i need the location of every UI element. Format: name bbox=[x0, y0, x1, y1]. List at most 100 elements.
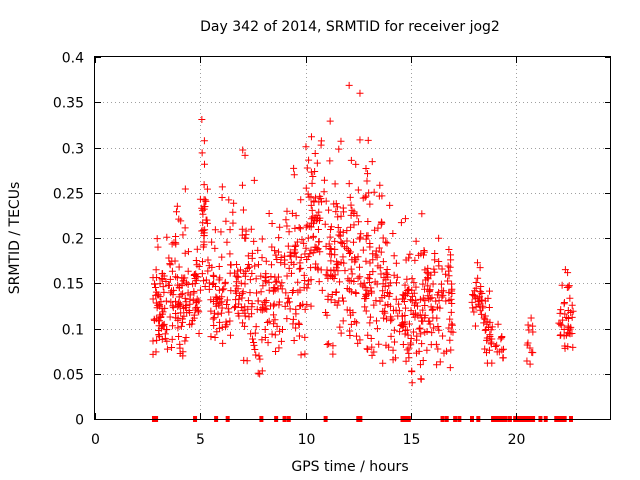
data-point bbox=[327, 250, 335, 258]
data-point bbox=[196, 286, 204, 294]
data-point bbox=[442, 297, 450, 305]
data-point bbox=[473, 259, 481, 267]
data-point bbox=[184, 248, 192, 256]
data-point bbox=[351, 317, 359, 325]
data-point bbox=[202, 216, 210, 224]
data-point bbox=[283, 207, 291, 215]
data-point bbox=[179, 348, 187, 356]
data-point bbox=[326, 244, 334, 252]
data-point bbox=[255, 261, 262, 269]
data-point bbox=[265, 210, 273, 218]
data-point bbox=[362, 257, 370, 265]
data-point bbox=[412, 283, 420, 291]
data-point bbox=[208, 238, 216, 246]
data-point bbox=[392, 279, 400, 287]
data-point bbox=[327, 296, 335, 304]
data-point bbox=[211, 309, 219, 317]
data-point bbox=[337, 238, 345, 246]
data-point bbox=[279, 326, 287, 334]
data-point bbox=[357, 280, 365, 288]
data-point bbox=[168, 257, 176, 265]
data-point bbox=[181, 294, 189, 302]
data-point bbox=[268, 330, 276, 338]
data-point bbox=[258, 367, 266, 375]
data-point bbox=[196, 195, 204, 203]
data-point bbox=[347, 201, 355, 209]
data-point bbox=[172, 239, 180, 247]
data-point bbox=[158, 322, 166, 330]
data-point bbox=[234, 267, 242, 275]
data-point bbox=[223, 300, 231, 308]
data-point bbox=[339, 240, 347, 248]
data-point bbox=[216, 274, 224, 282]
data-point bbox=[428, 294, 436, 302]
x-tick-label: 0 bbox=[91, 432, 100, 448]
data-point bbox=[326, 157, 334, 165]
data-point bbox=[331, 298, 339, 306]
data-point bbox=[304, 253, 312, 261]
data-point bbox=[376, 181, 384, 189]
data-point bbox=[273, 255, 281, 263]
data-point bbox=[556, 331, 564, 339]
data-point bbox=[366, 200, 374, 208]
data-point bbox=[314, 245, 322, 253]
data-point bbox=[304, 234, 312, 242]
data-point bbox=[218, 304, 226, 312]
data-point bbox=[165, 281, 173, 289]
data-point bbox=[223, 238, 231, 246]
data-point bbox=[239, 288, 247, 296]
data-point bbox=[258, 235, 266, 243]
data-point bbox=[172, 208, 180, 216]
data-point bbox=[424, 292, 432, 300]
data-point bbox=[444, 277, 452, 285]
data-point bbox=[297, 351, 305, 359]
data-point bbox=[193, 261, 201, 269]
data-point bbox=[350, 209, 358, 217]
data-point bbox=[220, 285, 228, 293]
data-point bbox=[334, 213, 342, 221]
data-point bbox=[300, 239, 308, 247]
data-point bbox=[217, 309, 225, 317]
data-point bbox=[163, 326, 171, 334]
y-tick-label: 0 bbox=[75, 413, 84, 429]
data-point bbox=[356, 263, 364, 271]
data-point bbox=[309, 173, 317, 181]
data-point bbox=[168, 267, 176, 275]
data-point bbox=[488, 359, 496, 367]
data-point bbox=[408, 367, 416, 375]
data-point bbox=[523, 341, 531, 349]
data-point bbox=[491, 343, 499, 351]
data-point bbox=[526, 360, 534, 368]
data-point bbox=[234, 309, 242, 317]
data-point bbox=[268, 243, 276, 251]
data-point bbox=[285, 228, 293, 236]
data-point bbox=[369, 250, 377, 258]
data-point bbox=[152, 284, 160, 292]
data-point bbox=[529, 322, 537, 330]
data-point bbox=[175, 299, 183, 307]
data-point bbox=[332, 200, 340, 208]
data-point bbox=[163, 337, 171, 345]
data-point bbox=[184, 280, 192, 288]
data-point bbox=[246, 276, 254, 284]
data-point bbox=[305, 156, 313, 164]
data-point bbox=[203, 219, 211, 227]
data-point bbox=[373, 317, 381, 325]
data-point bbox=[308, 206, 316, 214]
data-point bbox=[313, 212, 321, 220]
data-point bbox=[277, 337, 285, 345]
data-point bbox=[239, 307, 247, 315]
data-point bbox=[288, 209, 296, 217]
data-point bbox=[361, 303, 369, 311]
data-point bbox=[175, 263, 183, 271]
data-point bbox=[315, 278, 323, 286]
data-point bbox=[202, 276, 210, 284]
data-point bbox=[181, 249, 189, 257]
data-point bbox=[362, 164, 370, 172]
data-point bbox=[226, 226, 234, 234]
data-point bbox=[356, 235, 364, 243]
data-point bbox=[198, 270, 206, 278]
data-point bbox=[256, 355, 264, 363]
data-point bbox=[204, 256, 212, 264]
